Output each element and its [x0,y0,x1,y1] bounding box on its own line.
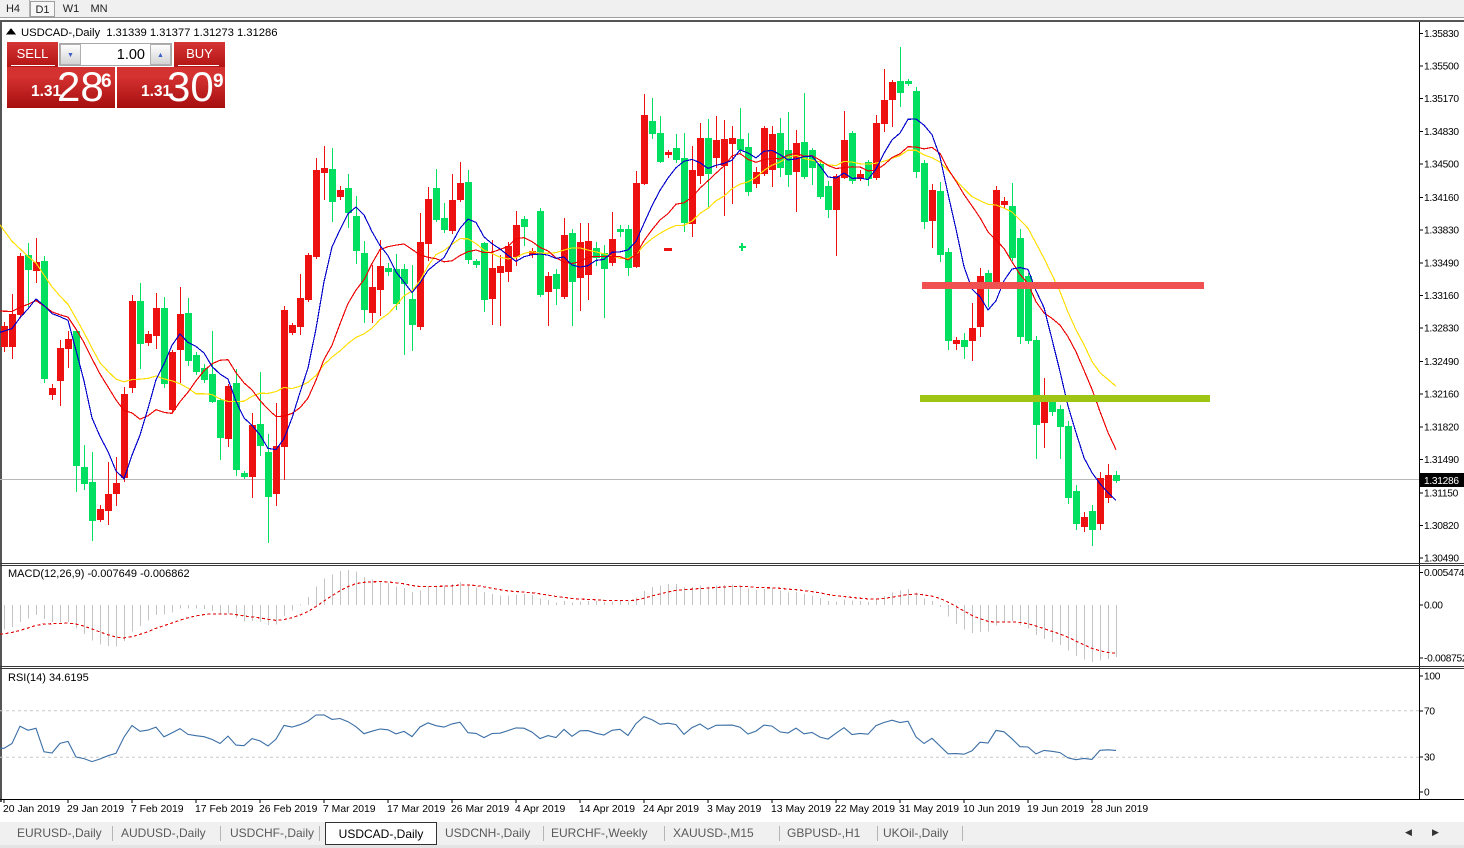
svg-text:0.00: 0.00 [1424,600,1443,611]
svg-text:7 Mar 2019: 7 Mar 2019 [323,804,376,815]
svg-text:1.35830: 1.35830 [1424,29,1459,40]
svg-text:10 Jun 2019: 10 Jun 2019 [963,804,1020,815]
svg-text:1.35170: 1.35170 [1424,94,1459,105]
svg-text:4 Apr 2019: 4 Apr 2019 [515,804,565,815]
svg-text:1.31490: 1.31490 [1424,455,1459,466]
svg-text:1.30820: 1.30820 [1424,521,1459,532]
svg-text:13 May 2019: 13 May 2019 [771,804,831,815]
svg-text:0: 0 [1424,788,1430,799]
svg-text:17 Mar 2019: 17 Mar 2019 [387,804,446,815]
svg-text:70: 70 [1424,706,1435,717]
svg-text:14 Apr 2019: 14 Apr 2019 [579,804,635,815]
svg-text:1.31150: 1.31150 [1424,489,1459,500]
svg-text:1.32830: 1.32830 [1424,324,1459,335]
svg-text:3 May 2019: 3 May 2019 [707,804,762,815]
svg-text:1.30490: 1.30490 [1424,553,1459,564]
svg-text:1.34830: 1.34830 [1424,127,1459,138]
svg-text:RSI(14) 34.6195: RSI(14) 34.6195 [8,672,89,684]
svg-text:30: 30 [1424,753,1435,764]
svg-text:26 Feb 2019: 26 Feb 2019 [259,804,318,815]
svg-text:-0.008752: -0.008752 [1424,653,1464,664]
svg-text:17 Feb 2019: 17 Feb 2019 [195,804,254,815]
svg-text:1.34160: 1.34160 [1424,193,1459,204]
svg-text:1.31286: 1.31286 [1424,476,1459,487]
svg-text:0.005474: 0.005474 [1424,568,1464,579]
svg-text:7 Feb 2019: 7 Feb 2019 [131,804,184,815]
svg-text:MACD(12,26,9) -0.007649 -0.006: MACD(12,26,9) -0.007649 -0.006862 [8,568,190,580]
svg-text:19 Jun 2019: 19 Jun 2019 [1027,804,1084,815]
svg-text:28 Jun 2019: 28 Jun 2019 [1091,804,1148,815]
svg-text:24 Apr 2019: 24 Apr 2019 [643,804,699,815]
svg-text:USDCAD-,Daily 1.31339 1.31377: USDCAD-,Daily 1.31339 1.31377 1.31273 1.… [21,27,277,39]
svg-text:1.31820: 1.31820 [1424,423,1459,434]
svg-text:22 May 2019: 22 May 2019 [835,804,895,815]
svg-text:1.32160: 1.32160 [1424,389,1459,400]
svg-text:29 Jan 2019: 29 Jan 2019 [67,804,124,815]
svg-text:20 Jan 2019: 20 Jan 2019 [3,804,60,815]
svg-text:26 Mar 2019: 26 Mar 2019 [451,804,510,815]
svg-text:1.34500: 1.34500 [1424,160,1459,171]
svg-text:1.35500: 1.35500 [1424,61,1459,72]
svg-text:1.33160: 1.33160 [1424,291,1459,302]
svg-text:1.32490: 1.32490 [1424,357,1459,368]
svg-text:1.33490: 1.33490 [1424,259,1459,270]
svg-text:100: 100 [1424,672,1441,683]
svg-text:31 May 2019: 31 May 2019 [899,804,959,815]
svg-text:1.33830: 1.33830 [1424,225,1459,236]
